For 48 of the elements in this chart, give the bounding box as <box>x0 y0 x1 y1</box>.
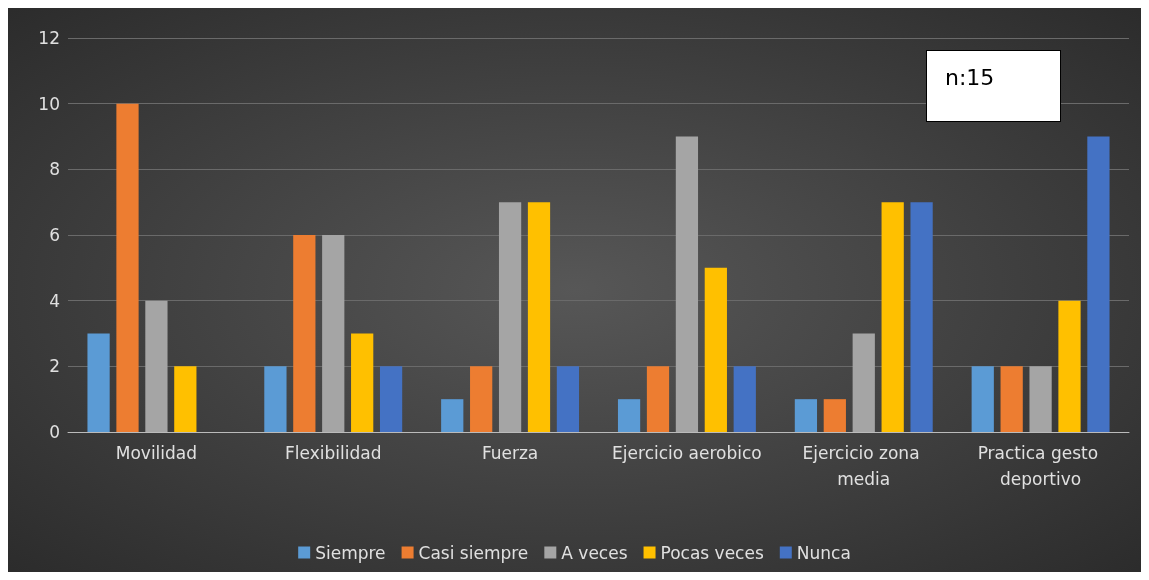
legend-label: Casi siempre <box>418 542 529 563</box>
bar <box>498 202 522 432</box>
x-tick-label: Ejercicio aerobico <box>612 443 762 463</box>
y-tick-label: 6 <box>49 225 60 245</box>
bar <box>1000 366 1023 432</box>
legend-label: A veces <box>561 542 628 563</box>
y-tick-label: 12 <box>38 28 60 48</box>
y-tick-label: 10 <box>38 93 60 114</box>
y-tick-label: 4 <box>49 290 60 311</box>
bar <box>351 333 374 432</box>
y-tick-label: 8 <box>49 159 60 180</box>
bar <box>617 399 641 432</box>
bar <box>971 366 994 432</box>
bar <box>704 267 727 432</box>
bar <box>823 399 846 432</box>
bar <box>116 103 139 432</box>
bar <box>1029 366 1052 432</box>
x-tick-label: Movilidad <box>115 443 198 463</box>
bar <box>1058 300 1081 432</box>
bar <box>733 366 756 432</box>
bar <box>881 202 904 432</box>
bar <box>852 333 875 432</box>
x-tick-label: Practica gesto deportivo <box>977 443 1104 489</box>
x-tick-label: Fuerza <box>481 443 539 463</box>
legend-label: Pocas veces <box>660 542 764 563</box>
bar <box>675 136 699 432</box>
bar <box>379 366 403 432</box>
bar <box>174 366 197 432</box>
x-tick-label: Ejercicio zona media <box>802 443 925 489</box>
y-tick-label: 0 <box>49 422 60 442</box>
bar <box>87 333 110 432</box>
bar <box>145 300 168 432</box>
bar <box>470 366 493 432</box>
y-tick-label: 2 <box>49 356 60 377</box>
bar <box>527 202 551 432</box>
legend-label: Siempre <box>315 542 386 563</box>
bar <box>322 235 345 432</box>
note-box: n:15 <box>926 50 1061 122</box>
bar <box>264 366 287 432</box>
x-tick-label: Flexibilidad <box>285 443 382 463</box>
bar <box>1087 136 1110 432</box>
bar <box>646 366 670 432</box>
legend-label: Nunca <box>796 542 851 563</box>
bar <box>441 399 464 432</box>
bar <box>794 399 818 432</box>
bar <box>556 366 580 432</box>
bar <box>293 235 316 432</box>
bar <box>910 202 933 432</box>
